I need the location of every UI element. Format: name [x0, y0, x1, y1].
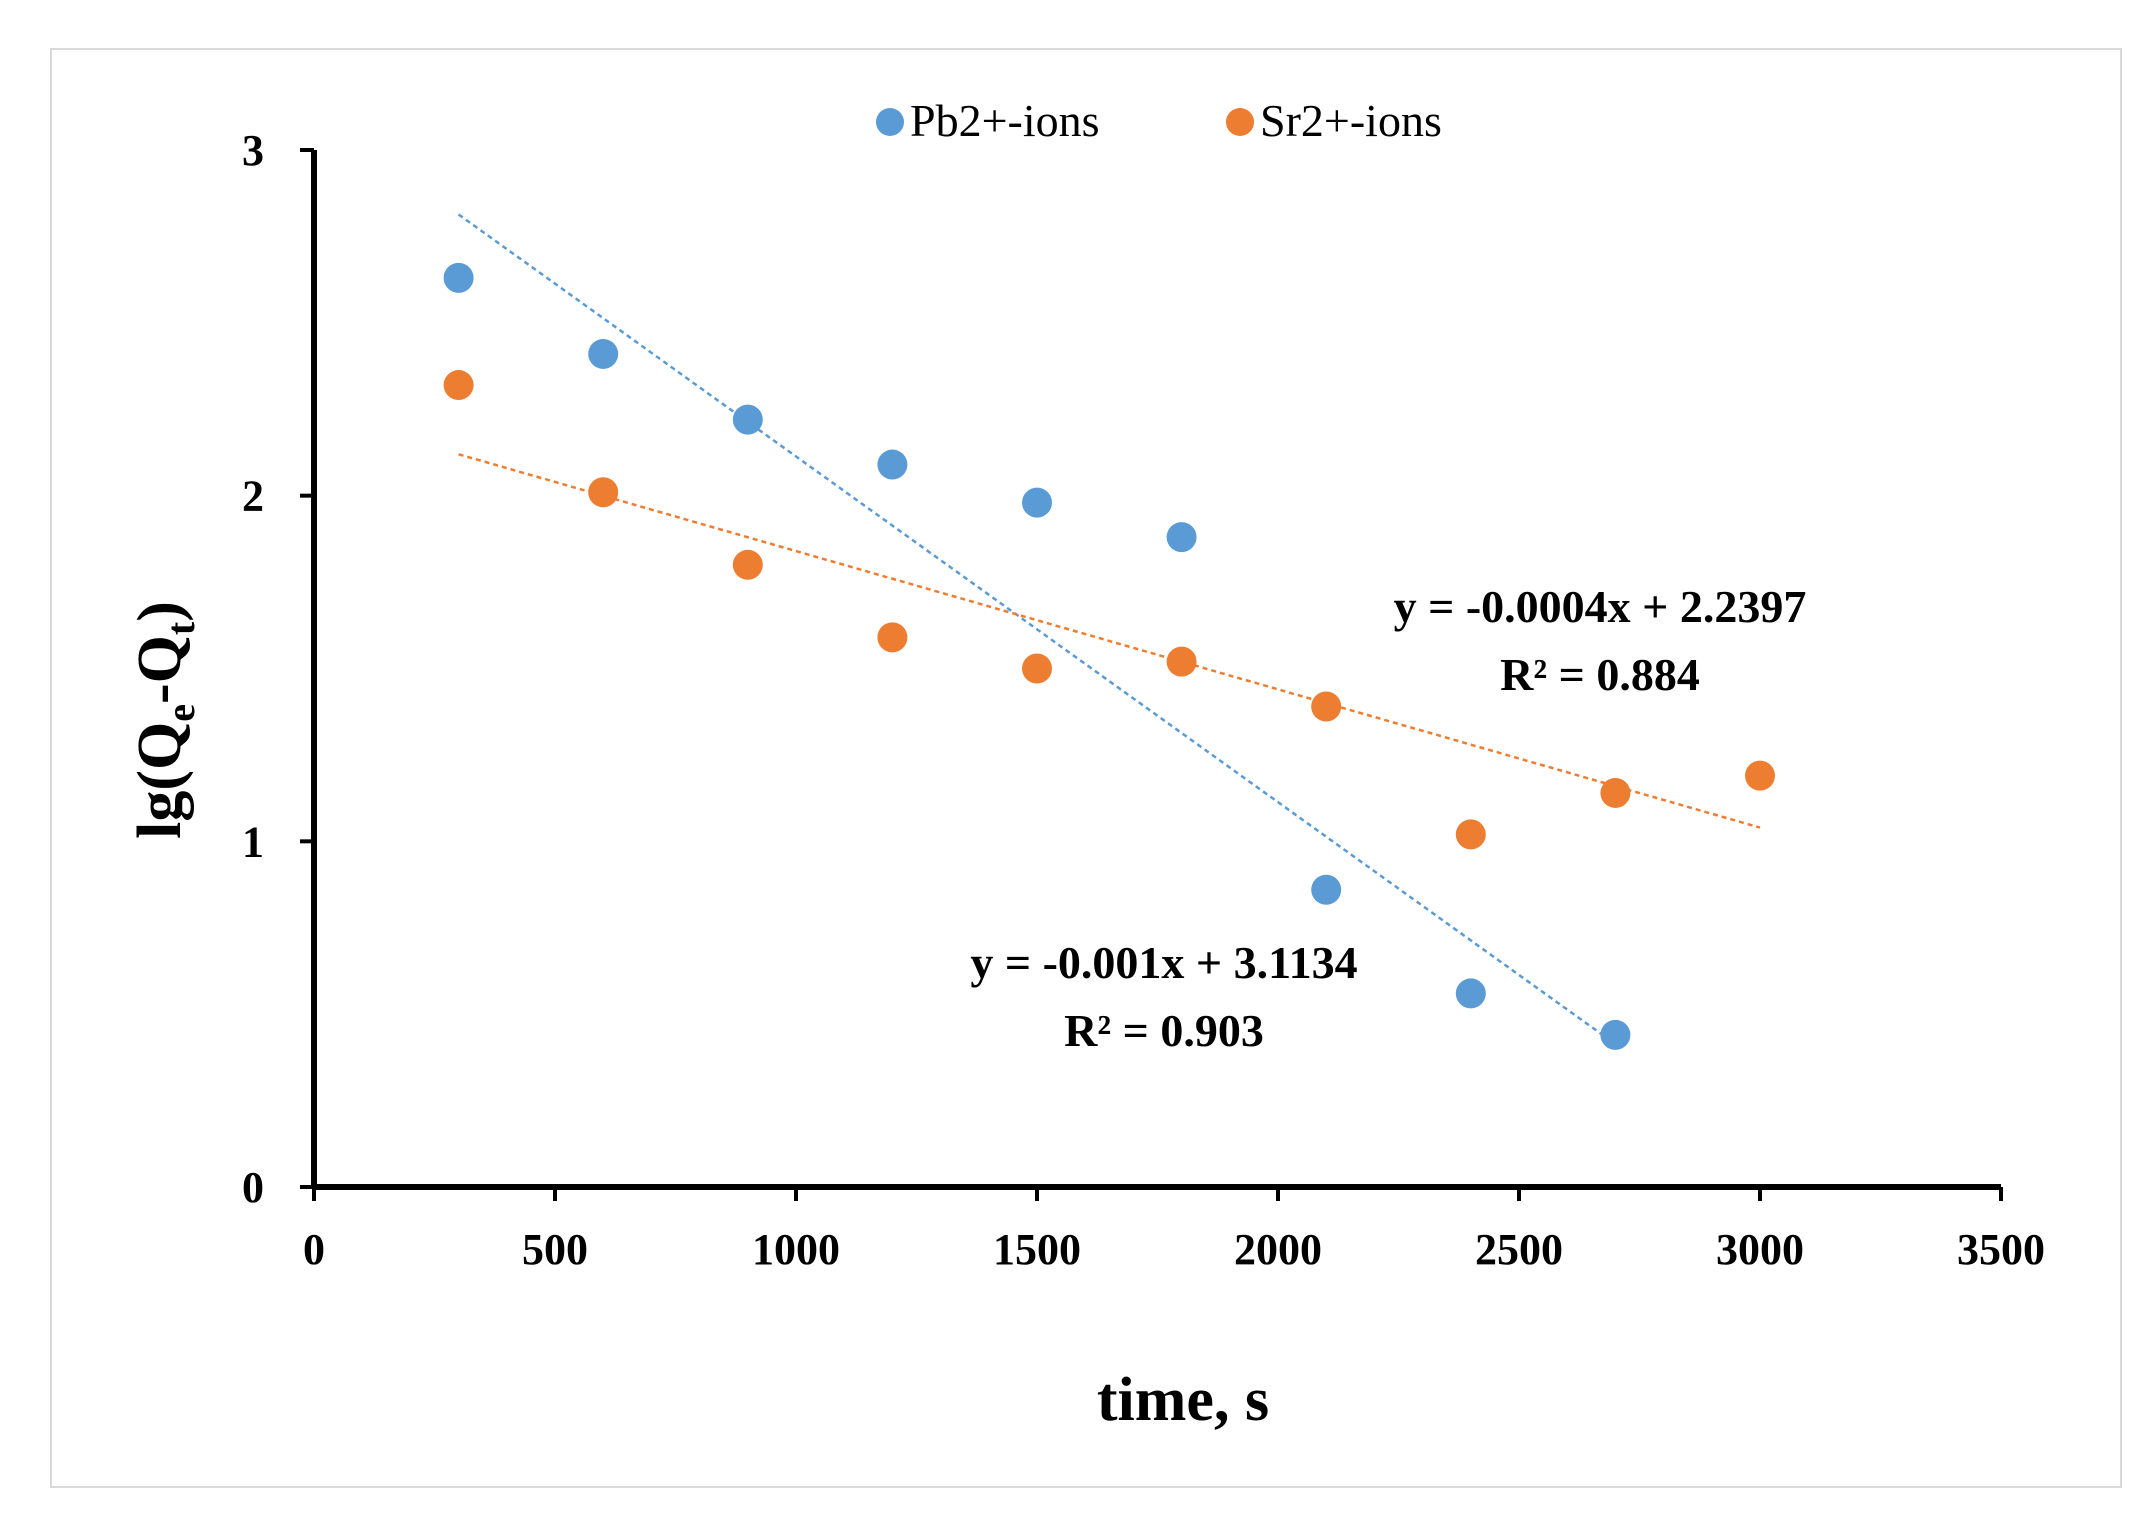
- axes: [311, 150, 2001, 1190]
- trendline-series-0: [457, 213, 1617, 1046]
- y-tick-label: 2: [242, 472, 264, 521]
- y-title-end: ): [126, 601, 194, 622]
- data-point-series-0: [1311, 874, 1342, 905]
- x-tick-label: 2000: [1234, 1225, 1322, 1274]
- x-axis-title: time, s: [1097, 1366, 1269, 1434]
- data-point-series-1: [1455, 819, 1486, 850]
- data-point-series-0: [443, 262, 474, 293]
- legend: Pb2+-ions Sr2+-ions: [876, 95, 1442, 146]
- x-tick-label: 0: [303, 1225, 325, 1274]
- data-point-series-0: [732, 404, 763, 435]
- data-point-series-0: [1022, 487, 1052, 518]
- x-tick-label: 3500: [1957, 1225, 2045, 1274]
- sr-r-squared: R² = 0.884: [1500, 649, 1700, 700]
- y-title-sub-e: e: [158, 704, 203, 722]
- data-point-series-0: [1166, 522, 1197, 553]
- x-tick-label: 500: [522, 1225, 588, 1274]
- ticks: 0 500 1000 1500 2000 2500 3000 3500 0 1 2 3: [242, 126, 2045, 1274]
- legend-label-pb: Pb2+-ions: [910, 95, 1100, 146]
- trendline-series-1: [458, 453, 1761, 829]
- data-point-series-0: [588, 338, 619, 369]
- data-point-series-1: [1022, 653, 1052, 684]
- data-point-series-0: [1455, 978, 1486, 1009]
- y-tick-label: 1: [242, 817, 264, 866]
- data-point-series-0: [1600, 1019, 1631, 1050]
- data-point-series-1: [588, 477, 619, 508]
- data-point-series-1: [877, 622, 908, 653]
- y-title-base: lg(Q: [126, 722, 194, 839]
- chart-frame: [50, 48, 2122, 1488]
- legend-marker-sr: [1226, 108, 1254, 136]
- legend-label-sr: Sr2+-ions: [1260, 95, 1442, 146]
- x-tick-label: 3000: [1716, 1225, 1804, 1274]
- x-tick-label: 2500: [1475, 1225, 1563, 1274]
- y-title-mid: -Q: [126, 635, 194, 704]
- data-point-series-1: [1166, 646, 1197, 677]
- pb-equation: y = -0.001x + 3.1134: [970, 937, 1357, 988]
- data-points: [443, 262, 1775, 1050]
- data-point-series-1: [1745, 760, 1775, 791]
- data-point-series-1: [443, 370, 474, 401]
- data-point-series-1: [732, 549, 763, 580]
- sr-equation: y = -0.0004x + 2.2397: [1394, 581, 1807, 632]
- pb-r-squared: R² = 0.903: [1064, 1005, 1264, 1056]
- y-tick-label: 3: [242, 126, 264, 175]
- data-point-series-1: [1311, 691, 1342, 722]
- y-axis-title: lg(Qe-Qt): [126, 601, 203, 839]
- y-title-sub-t: t: [158, 621, 203, 635]
- x-tick-label: 1500: [993, 1225, 1081, 1274]
- x-tick-label: 1000: [752, 1225, 840, 1274]
- legend-marker-pb: [876, 108, 904, 136]
- y-tick-label: 0: [242, 1163, 264, 1212]
- data-point-series-1: [1600, 777, 1631, 808]
- data-point-series-0: [877, 449, 908, 480]
- trendlines: [457, 213, 1761, 1046]
